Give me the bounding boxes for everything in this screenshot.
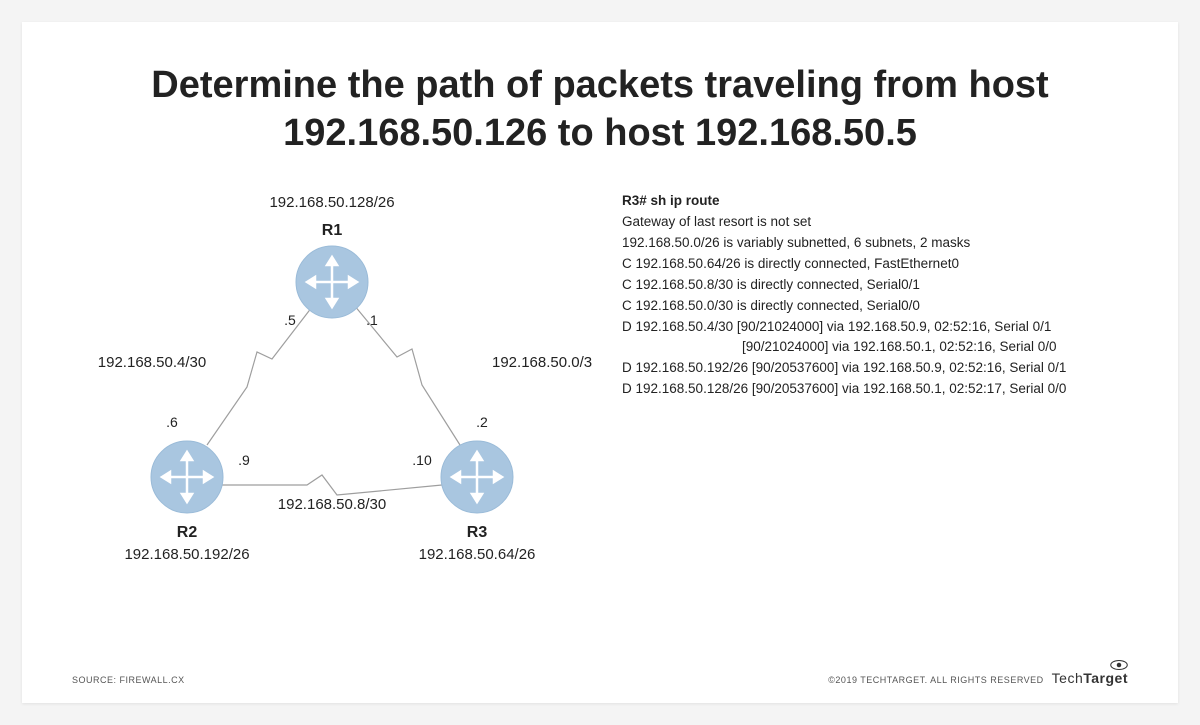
link-net-0: 192.168.50.4/30 (98, 354, 206, 371)
route-line-0: 192.168.50.0/26 is variably subnetted, 6… (622, 233, 1128, 254)
iface-r1-r3-from: .1 (366, 312, 378, 328)
r2-bottom-net: 192.168.50.192/26 (124, 546, 249, 563)
link-r1-r2 (207, 307, 312, 445)
brand-logo: TechTarget (1052, 659, 1128, 685)
network-diagram: 192.168.50.128/26 R1 R2 192.168.50.192/2 (72, 187, 592, 587)
iface-r2-r3-from: .9 (238, 452, 250, 468)
footer-source: SOURCE: FIREWALL.CX (72, 675, 185, 685)
route-gateway: Gateway of last resort is not set (622, 212, 1128, 233)
route-line-6: D 192.168.50.192/26 [90/20537600] via 19… (622, 358, 1128, 379)
route-line-3: C 192.168.50.0/30 is directly connected,… (622, 296, 1128, 317)
iface-r1-r3-to: .2 (476, 414, 488, 430)
iface-r2-r3-to: .10 (412, 452, 432, 468)
link-r2-r3 (222, 475, 442, 495)
router-r3: R3 192.168.50.64/26 (419, 441, 536, 563)
r3-label: R3 (467, 524, 488, 541)
page-title: Determine the path of packets traveling … (150, 62, 1050, 157)
r1-top-net: 192.168.50.128/26 (269, 194, 394, 211)
content-row: 192.168.50.128/26 R1 R2 192.168.50.192/2 (72, 187, 1128, 587)
link-net-2: 192.168.50.8/30 (278, 496, 386, 513)
route-output: R3# sh ip route Gateway of last resort i… (622, 187, 1128, 587)
footer-copyright: ©2019 TECHTARGET. ALL RIGHTS RESERVED (828, 675, 1043, 685)
r1-label: R1 (322, 222, 343, 239)
route-line-2: C 192.168.50.8/30 is directly connected,… (622, 275, 1128, 296)
route-line-4: D 192.168.50.4/30 [90/21024000] via 192.… (622, 317, 1128, 338)
footer-right: ©2019 TECHTARGET. ALL RIGHTS RESERVED Te… (828, 659, 1128, 685)
router-r1: 192.168.50.128/26 R1 (269, 194, 394, 318)
topology-svg: 192.168.50.128/26 R1 R2 192.168.50.192/2 (72, 187, 592, 587)
card: Determine the path of packets traveling … (22, 22, 1178, 703)
iface-r1-r2-from: .5 (284, 312, 296, 328)
brand-light: Tech (1052, 670, 1084, 686)
r2-label: R2 (177, 524, 198, 541)
link-net-1: 192.168.50.0/30 (492, 354, 592, 371)
route-line-5: [90/21024000] via 192.168.50.1, 02:52:16… (622, 337, 1128, 358)
route-line-7: D 192.168.50.128/26 [90/20537600] via 19… (622, 379, 1128, 400)
route-line-1: C 192.168.50.64/26 is directly connected… (622, 254, 1128, 275)
router-r2: R2 192.168.50.192/26 (124, 441, 249, 563)
footer: SOURCE: FIREWALL.CX ©2019 TECHTARGET. AL… (72, 659, 1128, 685)
iface-r1-r2-to: .6 (166, 414, 178, 430)
brand-bold: Target (1083, 670, 1128, 686)
route-prompt: R3# sh ip route (622, 191, 1128, 212)
r3-bottom-net: 192.168.50.64/26 (419, 546, 536, 563)
